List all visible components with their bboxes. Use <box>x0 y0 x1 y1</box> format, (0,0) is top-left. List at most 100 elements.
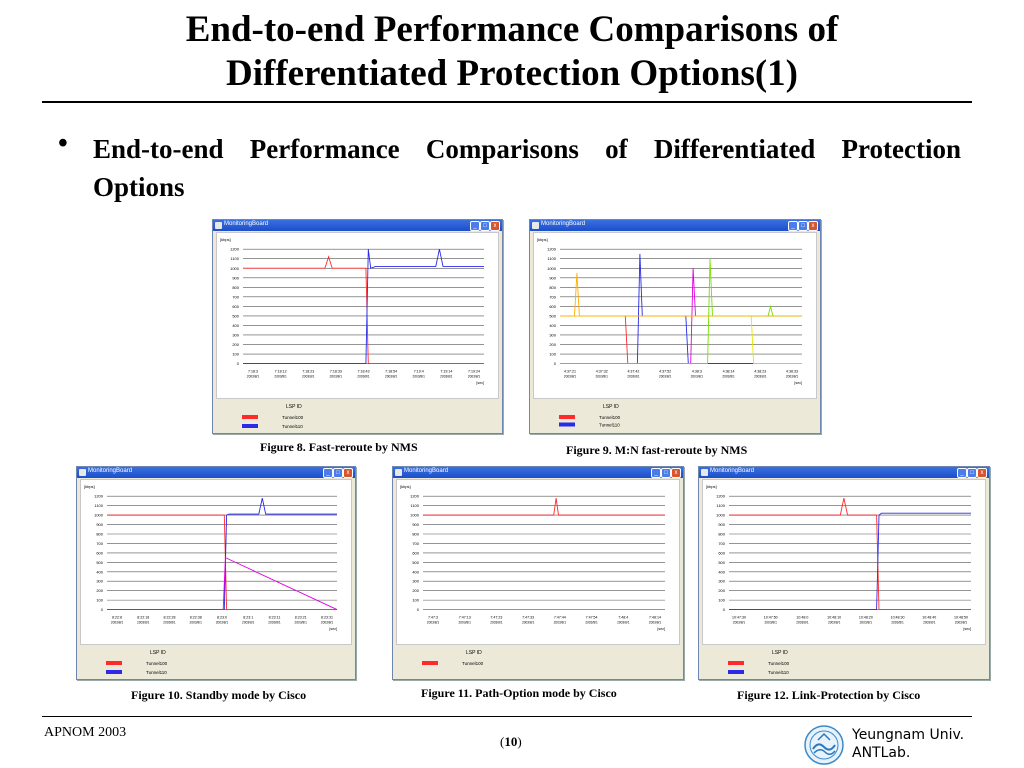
legend-swatch <box>242 424 258 428</box>
x-tick-label: 8:22:38 <box>190 616 202 620</box>
close-button[interactable]: x <box>671 468 681 478</box>
maximize-button[interactable]: □ <box>967 468 977 478</box>
y-tick-label: 100 <box>549 352 556 357</box>
legend-svg: LSP ID Tunnel100 Tunnel110 <box>728 650 790 675</box>
maximize-button[interactable]: □ <box>333 468 343 478</box>
x-tick-label: 7:18:3 <box>248 370 258 374</box>
minimize-button[interactable]: _ <box>788 221 798 231</box>
x-tick-sublabel: 2003/8/1 <box>786 375 799 379</box>
minimize-button[interactable]: _ <box>651 468 661 478</box>
legend-heading: LSP ID <box>466 650 482 656</box>
maximize-button[interactable]: □ <box>480 221 490 231</box>
x-tick-sublabel: 2003/8/1 <box>274 375 287 379</box>
x-tick-label: 7:48:4 <box>618 616 628 620</box>
x-tick-label: 7:19:14 <box>440 370 452 374</box>
series-line-Tunnel100 <box>729 498 971 611</box>
y-tick-label: 1000 <box>547 266 557 271</box>
chart-svg: [kbps] 0 100 200 300 400 500 600 700 800 900 1000 11… <box>220 237 484 385</box>
x-tick-label: 8:22:28 <box>164 616 176 620</box>
x-tick-label: 7:18:43 <box>358 370 370 374</box>
y-tick-label: 800 <box>232 285 239 290</box>
title-line-2: Differentiated Protection Options(1) <box>225 53 799 94</box>
maximize-button[interactable]: □ <box>661 468 671 478</box>
x-tick-label: 7:18:33 <box>330 370 342 374</box>
y-tick-label: 100 <box>412 598 419 603</box>
x-tick-sublabel: 2003/8/1 <box>522 621 535 625</box>
x-tick-sublabel: 2003/8/1 <box>765 621 778 625</box>
x-tick-sublabel: 2003/8/1 <box>627 375 640 379</box>
x-tick-sublabel: 2003/8/1 <box>490 621 503 625</box>
x-tick-label: 4:37:42 <box>627 370 639 374</box>
legend-swatch <box>106 661 122 665</box>
series-line-Tunnel140 <box>560 258 802 365</box>
minimize-button[interactable]: _ <box>957 468 967 478</box>
y-tick-label: 200 <box>96 588 103 593</box>
close-button[interactable]: x <box>490 221 500 231</box>
close-button[interactable]: x <box>977 468 987 478</box>
x-tick-label: 10:48:30 <box>891 616 905 620</box>
y-tick-label: 600 <box>412 550 419 555</box>
y-tick-label: 300 <box>549 332 556 337</box>
y-tick-label: 700 <box>718 541 725 546</box>
window-titlebar: MonitoringBoard _ □ x <box>77 467 355 478</box>
x-tick-label: 10:48:20 <box>859 616 873 620</box>
minimize-button[interactable]: _ <box>323 468 333 478</box>
series-line-Tunnel110 <box>560 253 802 365</box>
y-tick-label: 500 <box>232 313 239 318</box>
x-tick-sublabel: 2003/8/1 <box>268 621 281 625</box>
x-tick-sublabel: 2003/8/1 <box>295 621 308 625</box>
x-tick-sublabel: 2003/8/1 <box>163 621 176 625</box>
plot-area: [kbps] 0 100 200 300 400 500 600 700 800 900 1000 11… <box>80 479 352 645</box>
y-tick-label: 400 <box>232 323 239 328</box>
y-tick-label: 0 <box>237 361 240 366</box>
series-line-Tunnel130 <box>560 315 802 365</box>
x-tick-label: 7:47:13 <box>459 616 471 620</box>
y-tick-label: 1100 <box>230 256 239 261</box>
y-tick-label: 1000 <box>230 266 240 271</box>
legend: LSP ID Tunnel100 Tunnel110 <box>702 645 986 676</box>
y-tick-label: 800 <box>549 285 556 290</box>
window-titlebar: MonitoringBoard _ □ x <box>393 467 683 478</box>
y-tick-label: 0 <box>101 607 104 612</box>
x-axis-unit: [sec] <box>794 381 802 385</box>
x-axis-unit: [sec] <box>476 381 484 385</box>
x-tick-label: 10:47:30 <box>732 616 746 620</box>
plot-area: [kbps] 0 100 200 300 400 500 600 700 800 900 1000 11… <box>533 232 817 399</box>
bullet-marker: • <box>58 128 68 159</box>
x-tick-label: 7:18:54 <box>385 370 397 374</box>
x-tick-sublabel: 2003/8/1 <box>617 621 630 625</box>
app-icon <box>701 469 708 476</box>
institution: Yeungnam Univ. ANTLab. <box>852 726 964 762</box>
maximize-button[interactable]: □ <box>798 221 808 231</box>
y-tick-label: 900 <box>549 275 556 280</box>
y-tick-label: 1000 <box>716 513 726 518</box>
y-tick-label: 900 <box>232 275 239 280</box>
x-tick-sublabel: 2003/8/1 <box>302 375 315 379</box>
minimize-button[interactable]: _ <box>470 221 480 231</box>
x-tick-sublabel: 2003/8/1 <box>330 375 343 379</box>
x-tick-sublabel: 2003/8/1 <box>891 621 904 625</box>
x-tick-label: 4:37:21 <box>564 370 576 374</box>
x-tick-sublabel: 2003/8/1 <box>413 375 426 379</box>
y-tick-label: 700 <box>412 541 419 546</box>
y-tick-label: 500 <box>412 560 419 565</box>
footer-conference: APNOM 2003 <box>44 725 127 740</box>
window-titlebar: MonitoringBoard _ □ x <box>213 220 502 231</box>
y-axis-label: [kbps] <box>537 237 548 242</box>
y-tick-label: 400 <box>718 569 725 574</box>
y-tick-label: 1200 <box>716 494 726 499</box>
close-button[interactable]: x <box>343 468 353 478</box>
x-tick-sublabel: 2003/8/1 <box>564 375 577 379</box>
x-tick-sublabel: 2003/8/1 <box>754 375 767 379</box>
y-tick-label: 400 <box>412 569 419 574</box>
y-tick-label: 300 <box>232 332 239 337</box>
series-line-Tunnel100 <box>243 255 484 365</box>
x-axis-unit: [sec] <box>963 627 971 631</box>
y-tick-label: 200 <box>412 588 419 593</box>
close-button[interactable]: x <box>808 221 818 231</box>
legend-label: Tunnel110 <box>768 670 789 675</box>
legend: LSP IDTunnel100Tunnel110Tunnel120 <box>80 645 352 676</box>
x-tick-label: 7:19:4 <box>414 370 424 374</box>
x-tick-label: 8:23:0 <box>217 616 227 620</box>
chart-svg: [kbps] 0 100 200 300 400 500 600 700 800 900 1000 11… <box>84 484 338 631</box>
